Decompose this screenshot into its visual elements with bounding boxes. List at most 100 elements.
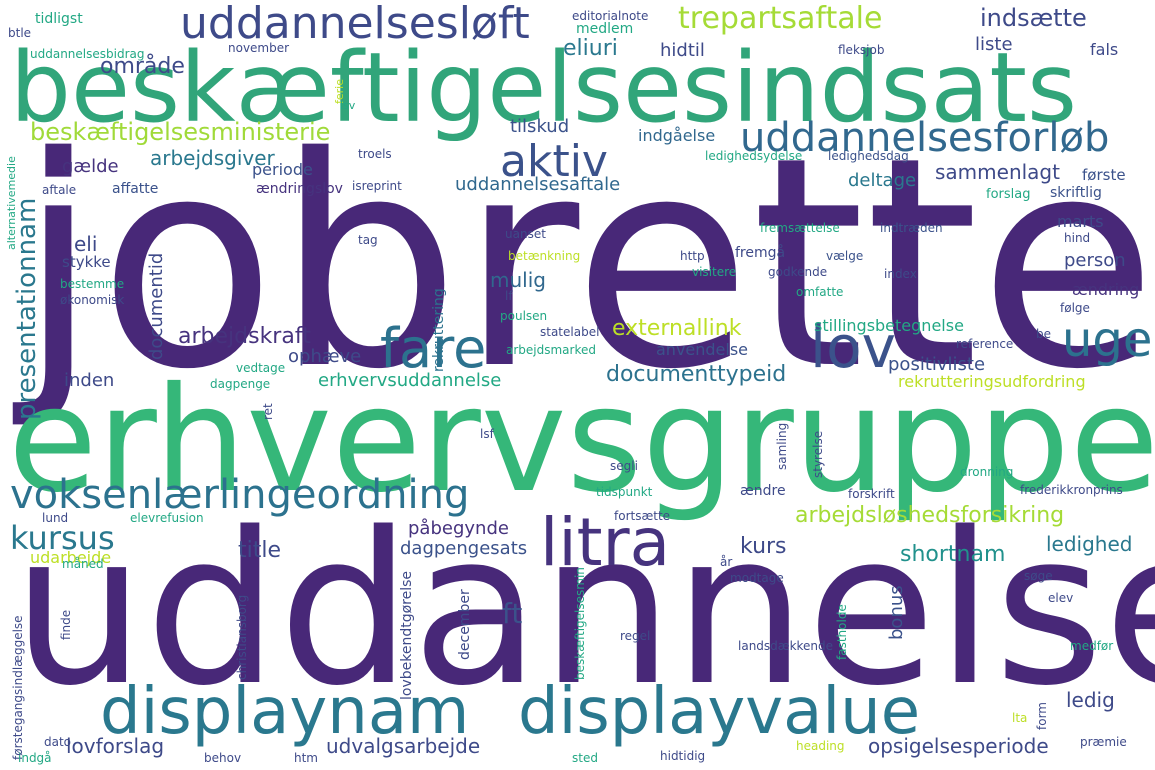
word-ledighed: ledighed xyxy=(1046,532,1133,556)
word-arbejdsmarked: arbejdsmarked xyxy=(506,343,596,357)
word-praemie: præmie xyxy=(1080,735,1127,749)
word-medlem: medlem xyxy=(576,21,634,37)
word-tidspunkt: tidspunkt xyxy=(596,485,653,499)
word-landsdaekkende: landsdækkende xyxy=(738,639,834,653)
word-displaynam: displaynam xyxy=(100,675,470,749)
word-udarbejde: udarbejde xyxy=(30,548,112,567)
word-aendre: ændre xyxy=(740,483,786,499)
word-lovbekendtgoerelse: lovbekendtgørelse xyxy=(399,570,415,700)
word-poulsen: poulsen xyxy=(500,309,548,323)
word-hind: hind xyxy=(1064,231,1091,245)
word-tag: tag xyxy=(358,233,378,247)
word-htm: htm xyxy=(294,751,318,765)
word-be: be xyxy=(1036,327,1051,341)
word-tidligst: tidligst xyxy=(35,11,83,27)
word-liste: liste xyxy=(975,34,1013,55)
word-forskrift: forskrift xyxy=(848,487,895,501)
word-hidtidig: hidtidig xyxy=(660,749,706,763)
word-editorialnote: editorialnote xyxy=(572,9,649,23)
word-ophaeve: ophæve xyxy=(288,346,362,367)
word-regel: regel xyxy=(620,629,651,643)
word-marts: marts xyxy=(1057,212,1104,231)
word-elev: elev xyxy=(1048,591,1074,605)
word-dagpenge: dagpenge xyxy=(210,377,271,391)
word-styrelse: styrelse xyxy=(811,430,825,478)
word-indsaette: indsætte xyxy=(980,4,1087,32)
word-lsf: lsf xyxy=(480,427,494,441)
word-lund: lund xyxy=(42,511,69,525)
word-fals: fals xyxy=(1090,40,1119,59)
word-visitere: visitere xyxy=(692,265,737,279)
word-ledig: ledig xyxy=(1066,688,1115,712)
word-uanset: uanset xyxy=(505,227,546,241)
word-person: person xyxy=(1064,250,1126,271)
word-christiansborg: christiansborg xyxy=(235,594,249,680)
word-externallink: externallink xyxy=(612,316,742,341)
word-lta: lta xyxy=(1012,711,1028,725)
word-index: index xyxy=(884,267,917,281)
word-uddannelse: uddannelse xyxy=(12,487,1155,732)
word-rekruttering: rekruttering xyxy=(431,288,447,372)
word-foerstegangsindlaeggelse: førstegangsindlæggelse xyxy=(11,615,25,760)
word-opsigelsesperiode: opsigelsesperiode xyxy=(868,734,1049,758)
word-http: http xyxy=(680,249,705,263)
word-december: december xyxy=(457,589,473,660)
word-inden: inden xyxy=(64,370,115,391)
word-positivliste: positivliste xyxy=(888,354,986,375)
word-form: form xyxy=(1035,702,1049,730)
word-mulig: mulig xyxy=(490,268,546,292)
word-stillingsbetegnelse: stillingsbetegnelse xyxy=(814,316,964,335)
word-eli: eli xyxy=(74,232,98,256)
word-troels: troels xyxy=(358,147,392,161)
word-uge: uge xyxy=(1062,312,1153,368)
word-aendring: ændring xyxy=(1072,280,1140,299)
word-segli: segli xyxy=(610,459,638,473)
word-ft: ft xyxy=(502,597,523,630)
word-betaenkning: betænkning xyxy=(508,249,581,263)
word-arbejdsloeshedsforsikring: arbejdsløshedsforsikring xyxy=(795,503,1065,528)
word-arbejdsgiver: arbejdsgiver xyxy=(150,146,275,170)
word-uddannelsesbidrag: uddannelsesbidrag xyxy=(30,47,145,61)
word-fleksjob: fleksjob xyxy=(838,43,885,57)
word-lovforslag: lovforslag xyxy=(66,734,165,758)
word-soege: søge xyxy=(1024,569,1053,583)
word-finde: finde xyxy=(59,609,73,640)
word-indgaa: indgå xyxy=(18,751,52,765)
word-ledighedsydelse: ledighedsydelse xyxy=(705,149,803,163)
word-statelabel: statelabel xyxy=(540,325,600,339)
word-fastholde: fastholde xyxy=(835,604,849,660)
word-voksenlaerlingeordning: voksenlærlingeordning xyxy=(10,472,470,518)
word-documenttypeid: documenttypeid xyxy=(606,362,787,387)
word-affatte: affatte xyxy=(112,181,159,197)
word-gaelde: gælde xyxy=(62,156,119,177)
word-btle: btle xyxy=(8,26,32,40)
word-sammenlagt: sammenlagt xyxy=(935,160,1060,184)
word-title: title xyxy=(238,538,282,563)
word-anvendelse: anvendelse xyxy=(656,340,749,359)
word-periode: periode xyxy=(252,160,313,179)
word-november: november xyxy=(228,41,290,55)
word-ret: ret xyxy=(261,403,275,420)
word-vedtage: vedtage xyxy=(236,361,286,375)
word-fremsaettelse: fremsættelse xyxy=(760,221,840,235)
word-oekonomisk: økonomisk xyxy=(60,293,125,307)
word-uddannelsesforloeb: uddannelsesforløb xyxy=(740,115,1110,161)
word-trepartsaftale: trepartsaftale xyxy=(678,1,883,36)
word-ledighedsdag: ledighedsdag xyxy=(828,149,909,163)
word-dronning: dronning xyxy=(960,465,1014,479)
word-behov: behov xyxy=(204,751,242,765)
word-kurs: kurs xyxy=(740,534,787,559)
word-aar: år xyxy=(720,555,733,569)
word-indgaaelse: indgåelse xyxy=(638,126,716,145)
word-heading: heading xyxy=(796,739,845,753)
word-uddannelsesaftale: uddannelsesaftale xyxy=(455,174,621,195)
word-hidtil: hidtil xyxy=(660,40,705,61)
word-erhvervsgruppe: erhvervsgruppe xyxy=(8,356,1155,525)
word-documentid: documentid xyxy=(146,252,167,360)
word-samling: samling xyxy=(775,422,789,470)
word-reference: reference xyxy=(956,337,1014,351)
word-foelge: følge xyxy=(1060,301,1090,315)
word-beskaeftigelsesindsats: beskæftigelsesindsats xyxy=(10,32,1078,144)
word-aftale: aftale xyxy=(42,183,77,197)
